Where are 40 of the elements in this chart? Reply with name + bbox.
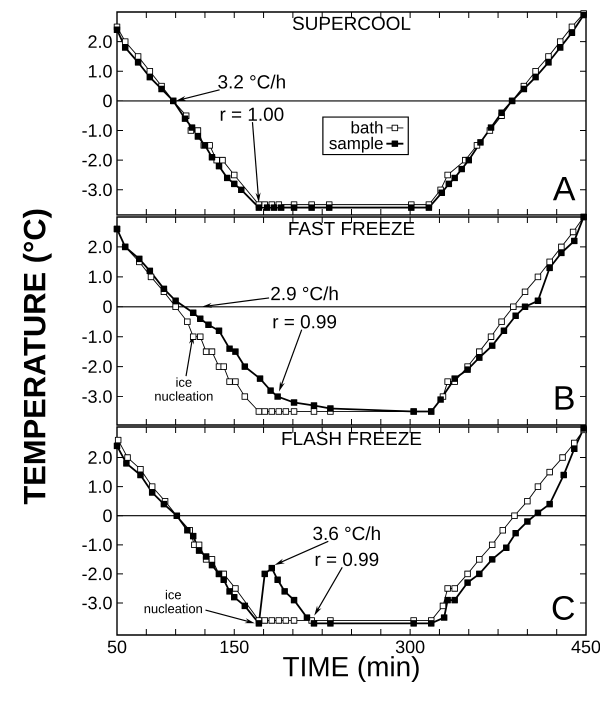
annotation: B [556,386,574,410]
y-tick-label: 1.0 [88,270,112,284]
annotation: r = 1.00 [220,108,284,121]
legend-label: bath [352,121,382,134]
x-axis-title: TIME (min) [283,656,419,682]
y-tick-label: -2.0 [82,154,112,167]
x-tick-label: 450 [571,640,600,654]
x-tick-label: 50 [108,640,126,654]
annotation: 3.2 °C/h [218,74,285,89]
y-tick-label: -2.0 [82,568,112,580]
y-tick-label: 1.0 [88,480,112,493]
y-axis-title: TEMPERATURE (°C) [22,210,52,504]
annotation: r = 0.99 [273,315,336,328]
y-tick-label: 1.0 [88,64,112,78]
y-tick-label: -3.0 [82,596,112,610]
y-tick-label: -1.0 [82,330,112,344]
chart-title: FLASH FREEZE [282,432,422,446]
y-tick-label: -1.0 [82,124,112,137]
y-tick-label: 2.0 [88,451,112,464]
annotation: ice nucleation [155,377,212,401]
chart-title: FAST FREEZE [289,222,414,236]
annotation: 2.9 °C/h [271,286,338,300]
x-tick-label: 150 [220,640,249,654]
y-tick-label: 0 [103,509,112,522]
y-tick-label: -2.0 [82,360,112,373]
y-tick-label: 0 [103,300,112,314]
chart-title: SUPERCOOL [292,16,410,30]
y-tick-label: -3.0 [82,183,112,196]
annotation: 3.6 °C/h [313,526,380,540]
y-tick-label: 0 [103,94,112,108]
x-tick-label: 300 [396,640,424,654]
annotation: r = 0.99 [316,552,378,566]
y-tick-label: 2.0 [88,35,112,48]
legend-label: sample [329,136,383,153]
y-tick-label: -3.0 [82,390,112,403]
y-tick-label: -1.0 [82,538,112,552]
annotation: ice nucleation [144,590,202,614]
y-tick-label: 2.0 [88,240,112,254]
annotation: A [552,176,576,200]
annotation: C [552,596,574,620]
